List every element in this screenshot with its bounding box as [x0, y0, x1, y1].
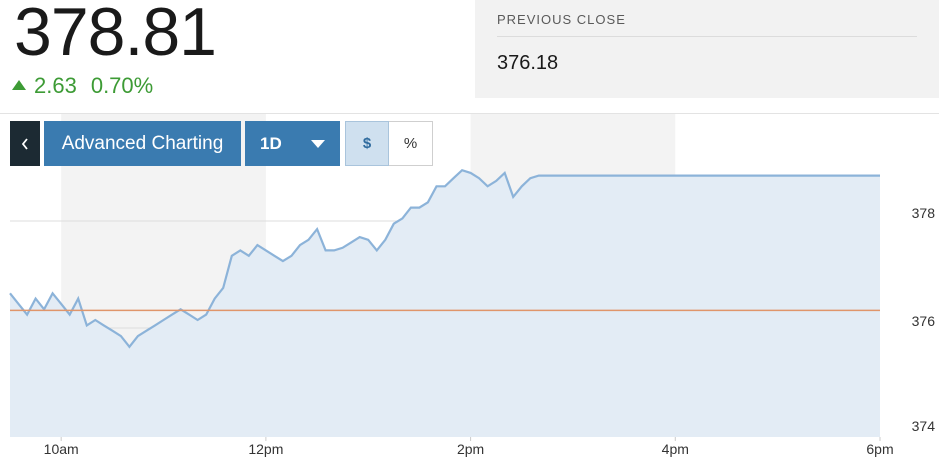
x-tick-label: 12pm — [248, 441, 283, 457]
x-tick-label: 6pm — [866, 441, 893, 457]
y-axis-ticks: 378 376 374 — [912, 205, 936, 434]
time-range-label: 1D — [260, 133, 282, 153]
time-range-dropdown[interactable]: 1D — [245, 121, 340, 166]
y-tick-label: 374 — [912, 418, 936, 434]
price-area — [10, 170, 880, 437]
price-line — [9, 168, 880, 349]
y-tick-label: 376 — [912, 313, 936, 329]
up-arrow-icon — [12, 80, 26, 90]
advanced-charting-button[interactable]: Advanced Charting — [44, 121, 241, 166]
chart-gridlines — [10, 220, 880, 329]
chevron-down-icon — [311, 140, 325, 148]
percent-mode-button[interactable]: % — [389, 121, 433, 166]
dollar-mode-button[interactable]: $ — [345, 121, 389, 166]
previous-close-panel: PREVIOUS CLOSE 376.18 — [475, 0, 939, 98]
x-tick-label: 2pm — [457, 441, 484, 457]
y-tick-label: 378 — [912, 205, 936, 221]
x-tick-label: 10am — [44, 441, 79, 457]
chevron-left-icon — [21, 137, 28, 150]
previous-close-value: 376.18 — [497, 52, 559, 74]
price-change: 2.63 0.70% — [12, 73, 154, 98]
x-axis-ticks: 10am 12pm 2pm 4pm 6pm — [44, 437, 894, 457]
back-button[interactable] — [10, 121, 40, 166]
x-tick-label: 4pm — [662, 441, 689, 457]
divider — [497, 36, 917, 37]
previous-close-label: PREVIOUS CLOSE — [497, 12, 626, 27]
last-price: 378.81 — [14, 0, 217, 70]
change-percent: 0.70% — [90, 73, 154, 98]
divider — [0, 113, 939, 114]
change-value: 2.63 — [34, 73, 77, 98]
hour-band — [470, 113, 676, 437]
